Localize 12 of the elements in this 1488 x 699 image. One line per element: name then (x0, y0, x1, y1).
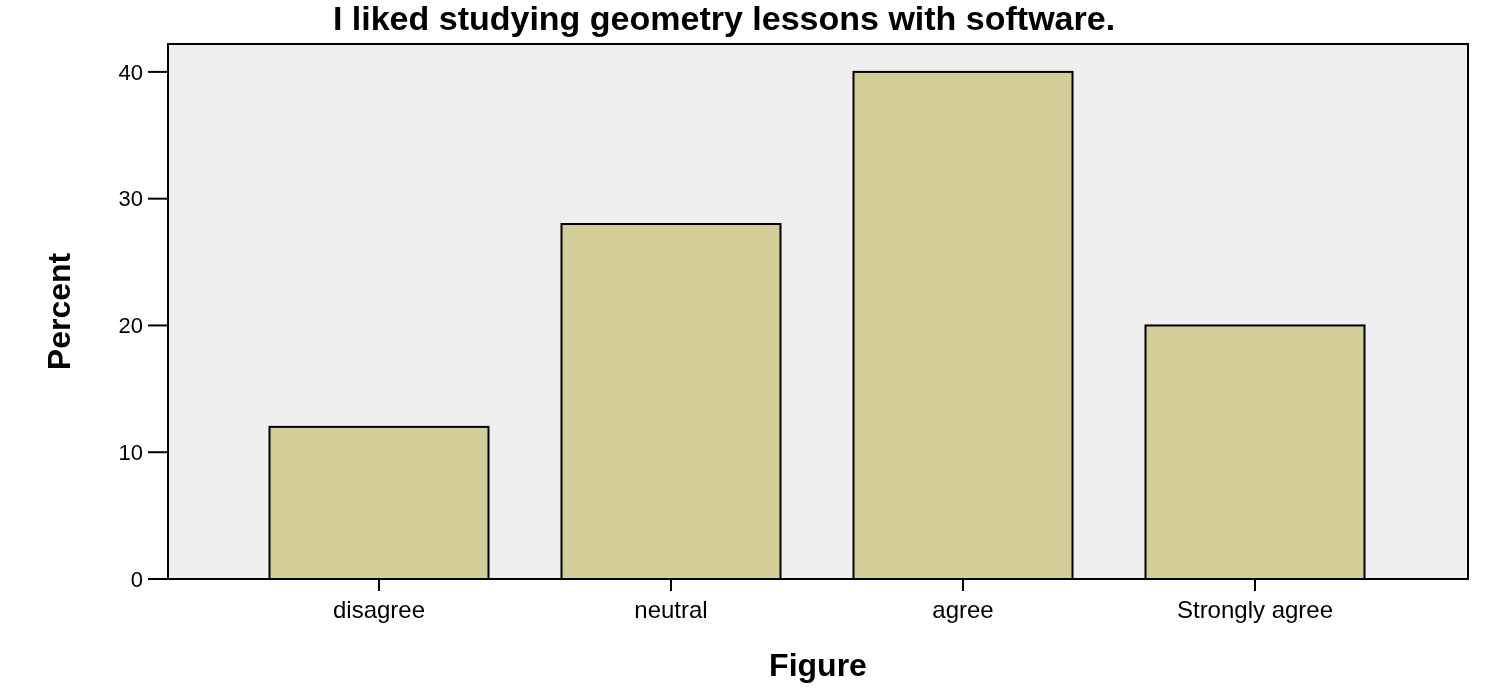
x-tick-label: disagree (332, 596, 426, 623)
y-tick-label: 0 (130, 566, 143, 592)
x-axis-title: Figure (769, 647, 867, 683)
x-tick-label: neutral (634, 596, 708, 623)
y-tick-label: 30 (118, 186, 143, 212)
y-axis-title: Percent (41, 252, 77, 371)
y-tick-label: 40 (118, 59, 143, 85)
x-tick-label: agree (932, 596, 994, 623)
y-tick-label: 10 (118, 439, 143, 465)
x-tick-label: Strongly agree (1176, 596, 1334, 623)
chart-title: I liked studying geometry lessons with software. (332, 0, 1116, 37)
y-tick-label: 20 (118, 313, 143, 339)
